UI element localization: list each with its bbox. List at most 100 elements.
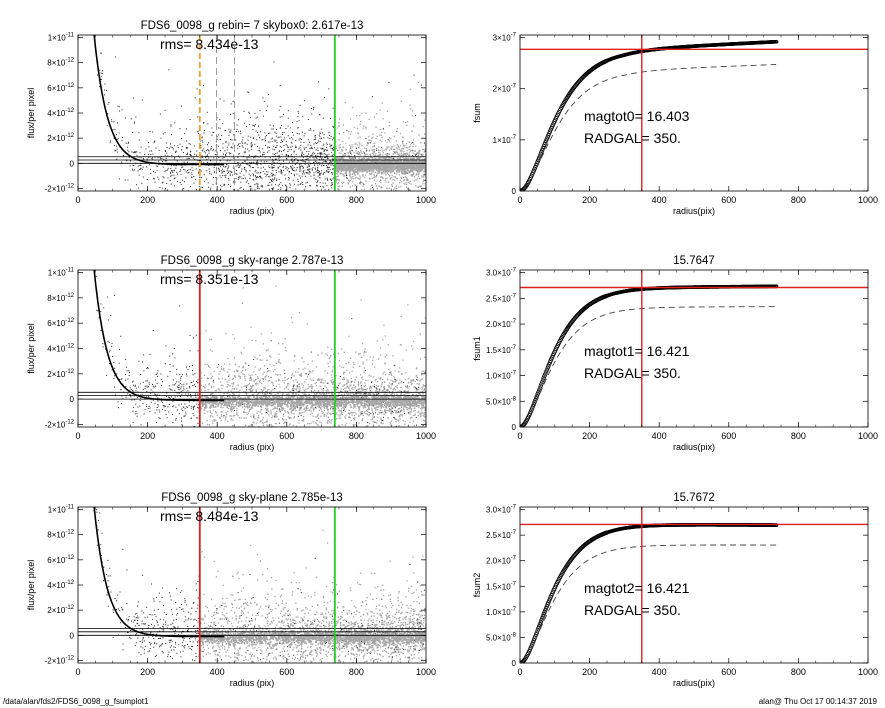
scatter-point (244, 375, 246, 377)
scatter-point (196, 154, 197, 156)
scatter-point (210, 149, 212, 151)
scatter-point (377, 167, 380, 170)
scatter-point (185, 177, 187, 179)
scatter-point (285, 411, 287, 413)
scatter-point (361, 168, 364, 170)
scatter-point (272, 168, 274, 170)
x-tick-label: 800 (791, 195, 806, 205)
scatter-point (235, 131, 237, 132)
scatter-point (205, 428, 206, 429)
scatter-point (324, 189, 326, 191)
scatter-point (272, 179, 274, 181)
scatter-point (114, 128, 116, 130)
scatter-point (337, 175, 339, 177)
scatter-point (132, 164, 134, 166)
scatter-point (388, 146, 390, 148)
y-axis-label: fsum (472, 103, 482, 123)
scatter-point (236, 124, 238, 126)
scatter-point (284, 213, 285, 214)
scatter-point (316, 170, 318, 172)
scatter-point (190, 169, 192, 171)
scatter-point (417, 81, 420, 84)
scatter-point (295, 154, 297, 156)
scatter-point (254, 156, 256, 158)
scatter-point (274, 184, 276, 186)
scatter-point (180, 169, 181, 171)
scatter-point (275, 158, 277, 160)
scatter-point (243, 202, 244, 203)
scatter-point (309, 168, 311, 170)
scatter-point (246, 143, 248, 145)
scatter-point (193, 194, 194, 195)
scatter-point (359, 115, 361, 117)
scatter-point (384, 132, 386, 134)
scatter-point (304, 200, 305, 201)
scatter-point (381, 176, 384, 178)
scatter-point (413, 380, 415, 382)
scatter-point (282, 343, 284, 345)
scatter-point (361, 162, 363, 164)
scatter-point (414, 150, 416, 152)
scatter-point (200, 186, 202, 188)
scatter-point (165, 158, 167, 159)
scatter-point (362, 127, 364, 129)
scatter-point (203, 148, 205, 150)
scatter-point (351, 164, 353, 166)
scatter-point (322, 173, 324, 175)
scatter-point (240, 198, 241, 199)
scatter-point (420, 170, 422, 172)
scatter-point (174, 122, 176, 124)
scatter-point (332, 160, 334, 162)
scatter-point (273, 149, 275, 151)
scatter-point (222, 168, 223, 170)
scatter-point (267, 146, 269, 148)
scatter-point (326, 178, 328, 180)
scatter-point (349, 176, 351, 178)
scatter-point (267, 147, 269, 149)
plot-area (520, 35, 868, 191)
scatter-point (400, 168, 402, 171)
scatter-point (363, 157, 366, 159)
scatter-point (404, 171, 407, 173)
scatter-point (272, 178, 274, 180)
scatter-point (411, 149, 414, 151)
scatter-point (230, 129, 232, 131)
scatter-point (403, 158, 405, 160)
scatter-point (280, 169, 282, 171)
scatter-point (397, 161, 400, 163)
scatter-point (170, 172, 172, 174)
scatter-point (132, 151, 134, 153)
scatter-point (349, 150, 351, 152)
scatter-point (216, 144, 217, 146)
scatter-point (193, 203, 194, 204)
scatter-point (176, 160, 178, 162)
scatter-point (401, 181, 403, 183)
scatter-point (135, 151, 137, 153)
scatter-point (423, 170, 426, 173)
scatter-point (285, 189, 287, 191)
scatter-point (123, 155, 125, 157)
scatter-point (384, 169, 386, 172)
scatter-point (266, 412, 268, 414)
scatter-point (283, 169, 285, 171)
scatter-point (344, 101, 346, 104)
scatter-point (386, 141, 388, 143)
scatter-point (415, 185, 417, 187)
scatter-point (421, 168, 423, 171)
scatter-point (386, 146, 388, 148)
scatter-point (254, 189, 256, 191)
scatter-point (368, 397, 370, 399)
scatter-point (398, 174, 401, 176)
scatter-point (320, 172, 322, 174)
scatter-point (337, 171, 339, 174)
scatter-point (423, 161, 426, 163)
scatter-point (386, 154, 388, 156)
scatter-point (381, 173, 383, 175)
scatter-point (263, 160, 265, 162)
scatter-point (104, 89, 106, 91)
scatter-point (259, 381, 261, 383)
scatter-point (374, 166, 377, 169)
scatter-point (288, 149, 290, 151)
scatter-point (287, 147, 289, 148)
scatter-point (181, 137, 183, 139)
